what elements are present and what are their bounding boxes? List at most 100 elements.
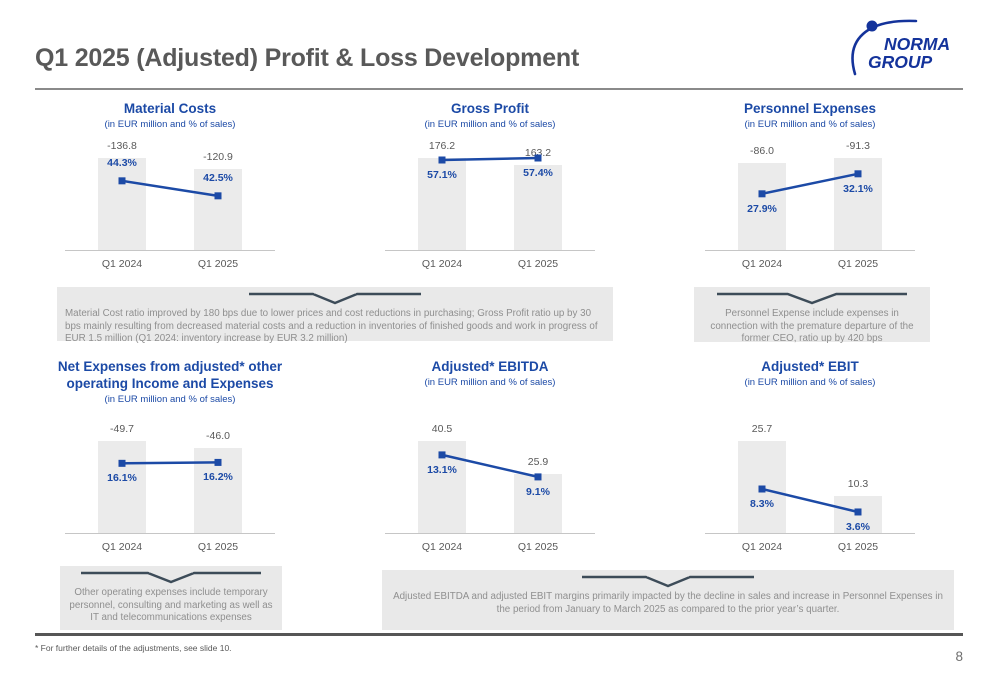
category-label: Q1 2025 — [517, 258, 559, 270]
chevron-divider-icon — [81, 571, 261, 584]
callout-ebitda-ebit: Adjusted EBITDA and adjusted EBIT margin… — [382, 570, 954, 630]
pct-label: 8.3% — [750, 498, 774, 510]
pct-label: 57.1% — [427, 169, 457, 181]
chart-subtitle: (in EUR million and % of sales) — [744, 377, 876, 388]
x-axis-line — [65, 250, 275, 251]
category-label: Q1 2024 — [741, 258, 783, 270]
pct-label: 9.1% — [526, 485, 550, 498]
pct-label: 3.6% — [846, 520, 870, 533]
chart-title: Net Expenses from adjusted* other operat… — [57, 359, 283, 391]
line-marker — [758, 190, 766, 198]
bar-q1-2024 — [418, 158, 466, 250]
x-axis-line — [65, 533, 275, 534]
chart-panel-adjusted-ebitda: Adjusted* EBITDA (in EUR million and % o… — [355, 358, 625, 558]
page-number: 8 — [955, 649, 963, 664]
bar-value-label: -49.7 — [110, 423, 134, 435]
chart-plot-area: -136.8 44.3% Q1 2024 -120.9 42.5% Q1 2025 — [65, 140, 275, 270]
footer-divider — [35, 633, 963, 636]
chart-panel-gross-profit: Gross Profit (in EUR million and % of sa… — [355, 100, 625, 272]
x-axis-line — [385, 533, 595, 534]
callout-text: Other operating expenses include tempora… — [69, 587, 273, 624]
chart-title: Material Costs — [123, 101, 217, 116]
chart-plot-area: 40.5 13.1% Q1 2024 25.9 9.1% Q1 2025 — [385, 423, 595, 553]
pct-of-sales-line — [438, 451, 542, 481]
line-marker — [534, 473, 542, 481]
page-title: Q1 2025 (Adjusted) Profit & Loss Develop… — [35, 44, 580, 72]
category-label: Q1 2024 — [741, 541, 783, 553]
bar-value-label: 25.9 — [527, 456, 549, 469]
callout-material-gross: Material Cost ratio improved by 180 bps … — [57, 287, 613, 345]
chart-plot-area: -49.7 16.1% Q1 2024 -46.0 16.2% Q1 2025 — [65, 423, 275, 553]
bar-q1-2025 — [194, 168, 242, 250]
line-marker — [854, 170, 862, 178]
chevron-divider-icon — [717, 292, 907, 305]
chart-panel-personnel-expenses: Personnel Expenses (in EUR million and %… — [675, 100, 945, 272]
category-label: Q1 2024 — [101, 258, 143, 270]
x-axis-line — [705, 250, 915, 251]
bar-value-label: 176.2 — [428, 140, 456, 152]
callout-personnel: Personnel Expense include expenses in co… — [694, 287, 930, 345]
pct-label: 13.1% — [427, 463, 457, 476]
chart-plot-area: 25.7 8.3% Q1 2024 10.3 3.6% Q1 2025 — [705, 423, 915, 553]
line-marker — [758, 485, 766, 493]
bar-value-label: -86.0 — [750, 145, 774, 158]
x-axis-line — [385, 250, 595, 251]
bar-value-label: 10.3 — [847, 478, 869, 491]
category-label: Q1 2025 — [517, 541, 559, 553]
chart-subtitle: (in EUR million and % of sales) — [744, 119, 876, 130]
line-marker — [214, 192, 222, 200]
line-marker — [118, 177, 126, 185]
bar-q1-2025 — [514, 164, 562, 250]
line-marker — [438, 156, 446, 164]
bar-value-label: -120.9 — [203, 150, 233, 163]
line-marker — [438, 451, 446, 459]
pct-of-sales-line — [118, 177, 222, 200]
bar-q1-2024 — [98, 158, 146, 250]
callout-text: Material Cost ratio improved by 180 bps … — [65, 308, 598, 345]
category-label: Q1 2024 — [101, 541, 143, 553]
line-marker — [854, 508, 862, 516]
bar-value-label: -46.0 — [206, 429, 230, 442]
logo-text-group: GROUP — [868, 52, 933, 72]
chart-panel-net-other-operating: Net Expenses from adjusted* other operat… — [35, 358, 305, 558]
category-label: Q1 2025 — [197, 541, 239, 553]
chart-title: Adjusted* EBIT — [761, 359, 859, 374]
chevron-divider-icon — [582, 575, 754, 588]
callout-text: Personnel Expense include expenses in co… — [710, 308, 914, 345]
bar-value-label: 40.5 — [431, 423, 453, 435]
pct-of-sales-line — [758, 485, 862, 516]
pct-label: 32.1% — [843, 182, 873, 195]
pct-of-sales-line — [758, 170, 862, 198]
callout-other-opex: Other operating expenses include tempora… — [60, 566, 282, 630]
pct-label: 27.9% — [747, 202, 777, 215]
pct-label: 57.4% — [523, 167, 553, 179]
chart-plot-area: 176.2 57.1% Q1 2024 163.2 57.4% Q1 2025 — [385, 140, 595, 270]
pct-label: 16.2% — [203, 471, 233, 484]
pct-label: 44.3% — [107, 156, 137, 169]
chevron-divider-icon — [249, 292, 421, 305]
chart-title: Gross Profit — [450, 101, 529, 116]
pct-label: 16.1% — [107, 472, 137, 485]
callout-text: Adjusted EBITDA and adjusted EBIT margin… — [393, 591, 943, 615]
chart-subtitle: (in EUR million and % of sales) — [104, 119, 236, 130]
chart-subtitle: (in EUR million and % of sales) — [104, 394, 236, 405]
category-label: Q1 2025 — [837, 258, 879, 270]
bar-q1-2024 — [98, 441, 146, 533]
x-axis-line — [705, 533, 915, 534]
line-marker — [214, 458, 222, 466]
logo-text-norma: NORMA — [884, 34, 950, 54]
chart-subtitle: (in EUR million and % of sales) — [424, 119, 556, 130]
footnote: * For further details of the adjustments… — [35, 643, 232, 653]
bar-value-label: 163.2 — [524, 146, 552, 159]
title-underline — [35, 88, 963, 90]
chart-subtitle: (in EUR million and % of sales) — [424, 377, 556, 388]
chart-plot-area: -86.0 27.9% Q1 2024 -91.3 32.1% Q1 2025 — [705, 140, 915, 270]
bar-q1-2025 — [514, 474, 562, 533]
norma-group-logo-icon: NORMA GROUP — [851, 19, 950, 76]
pct-label: 42.5% — [203, 171, 233, 184]
bar-value-label: 25.7 — [751, 423, 773, 435]
bar-value-label: -136.8 — [107, 140, 137, 152]
category-label: Q1 2024 — [421, 541, 463, 553]
chart-title: Adjusted* EBITDA — [431, 359, 549, 374]
chart-panel-adjusted-ebit: Adjusted* EBIT (in EUR million and % of … — [675, 358, 945, 558]
